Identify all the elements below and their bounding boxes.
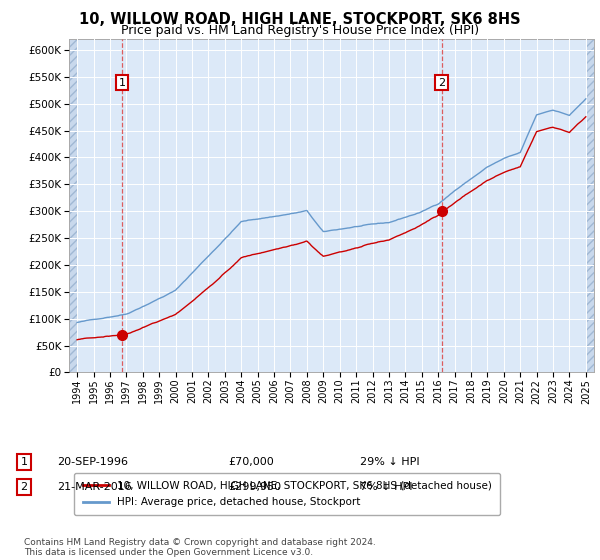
Text: 20-SEP-1996: 20-SEP-1996 [57, 457, 128, 467]
Text: 2: 2 [438, 77, 445, 87]
Text: 1: 1 [20, 457, 28, 467]
Text: £299,950: £299,950 [228, 482, 281, 492]
Text: 2: 2 [20, 482, 28, 492]
Text: 29% ↓ HPI: 29% ↓ HPI [360, 457, 419, 467]
Text: 1: 1 [118, 77, 125, 87]
Text: Contains HM Land Registry data © Crown copyright and database right 2024.
This d: Contains HM Land Registry data © Crown c… [24, 538, 376, 557]
Text: Price paid vs. HM Land Registry's House Price Index (HPI): Price paid vs. HM Land Registry's House … [121, 24, 479, 36]
Text: £70,000: £70,000 [228, 457, 274, 467]
Text: 7% ↓ HPI: 7% ↓ HPI [360, 482, 413, 492]
Bar [586, 39, 594, 372]
Legend: 10, WILLOW ROAD, HIGH LANE, STOCKPORT, SK6 8HS (detached house), HPI: Average pr: 10, WILLOW ROAD, HIGH LANE, STOCKPORT, S… [74, 473, 500, 516]
Text: 10, WILLOW ROAD, HIGH LANE, STOCKPORT, SK6 8HS: 10, WILLOW ROAD, HIGH LANE, STOCKPORT, S… [79, 12, 521, 27]
Text: 21-MAR-2016: 21-MAR-2016 [57, 482, 132, 492]
Bar [69, 39, 77, 372]
